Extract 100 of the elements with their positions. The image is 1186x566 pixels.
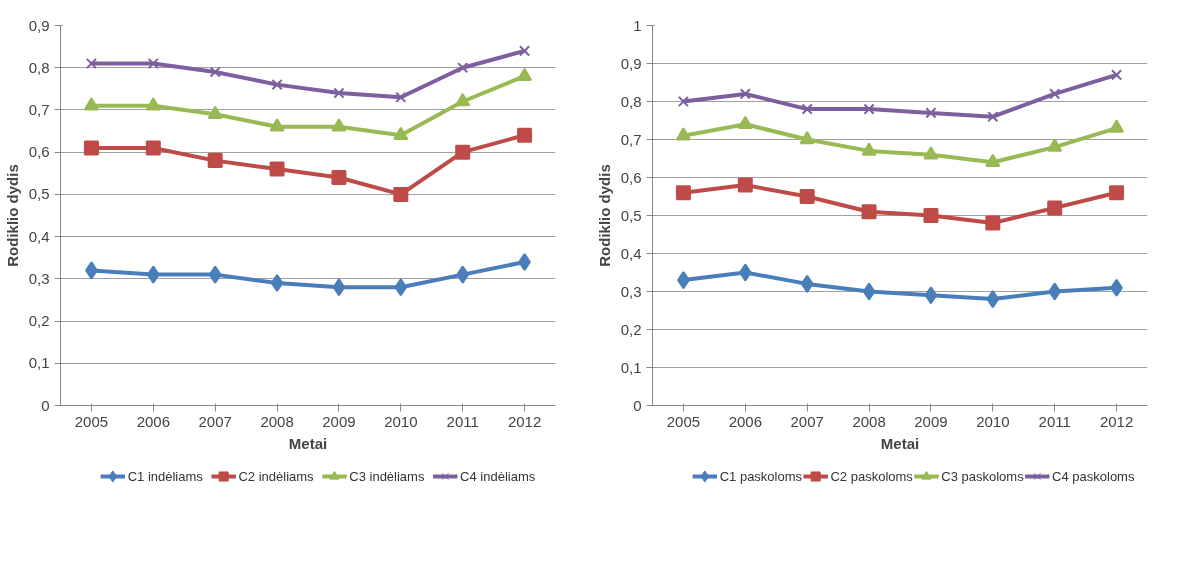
x-tick-label: 2005 bbox=[74, 412, 109, 430]
point bbox=[861, 142, 877, 156]
y-axis-title: Rodiklio dydis bbox=[3, 164, 21, 267]
legend-label: C1 indėliams bbox=[127, 469, 204, 484]
point bbox=[737, 177, 753, 193]
point bbox=[333, 87, 345, 99]
x-tick-label: 2012 bbox=[507, 412, 542, 430]
y-tick-label: 0,4 bbox=[28, 227, 50, 245]
point bbox=[332, 278, 346, 297]
point bbox=[457, 62, 469, 74]
point bbox=[395, 91, 407, 103]
point bbox=[985, 153, 1001, 168]
point bbox=[1047, 138, 1063, 152]
x-tick-label: 2011 bbox=[1038, 412, 1071, 430]
x-tick-label: 2007 bbox=[790, 412, 824, 430]
legend-label: C4 indėliams bbox=[460, 469, 536, 484]
point bbox=[455, 92, 471, 107]
point bbox=[1049, 88, 1061, 100]
point bbox=[331, 170, 347, 185]
point bbox=[677, 95, 690, 108]
point bbox=[517, 127, 533, 143]
y-tick-label: 0,9 bbox=[28, 16, 50, 34]
point bbox=[393, 186, 409, 202]
x-tick-label: 2012 bbox=[1099, 412, 1134, 430]
point bbox=[269, 118, 285, 132]
y-tick-label: 0,6 bbox=[28, 143, 50, 161]
point bbox=[456, 265, 470, 284]
y-tick-label: 0,6 bbox=[620, 168, 642, 186]
point bbox=[737, 115, 753, 130]
legend-label: C4 paskoloms bbox=[1052, 469, 1135, 484]
point bbox=[394, 278, 408, 297]
point bbox=[1047, 200, 1063, 216]
legend-label: C3 paskoloms bbox=[941, 469, 1025, 484]
y-tick-label: 0 bbox=[41, 396, 50, 414]
point bbox=[924, 286, 938, 305]
point bbox=[331, 118, 347, 132]
point bbox=[738, 263, 752, 282]
point bbox=[393, 126, 409, 141]
point bbox=[208, 265, 222, 284]
point bbox=[146, 265, 160, 284]
point bbox=[207, 153, 223, 169]
y-tick-label: 0,7 bbox=[620, 130, 642, 148]
x-tick-label: 2010 bbox=[384, 412, 418, 430]
point bbox=[85, 57, 98, 70]
point bbox=[83, 97, 99, 111]
y-tick-label: 0,1 bbox=[620, 358, 642, 376]
point bbox=[270, 274, 284, 293]
y-axis-title: Rodiklio dydis bbox=[595, 164, 613, 267]
point bbox=[799, 189, 815, 204]
x-tick-label: 2006 bbox=[136, 412, 170, 430]
x-axis-title: Metai bbox=[288, 434, 328, 452]
point bbox=[1109, 119, 1125, 133]
point bbox=[986, 290, 1000, 309]
x-tick-label: 2009 bbox=[322, 412, 356, 430]
y-tick-label: 0,3 bbox=[28, 269, 50, 287]
y-tick-label: 1 bbox=[633, 16, 642, 34]
point bbox=[801, 103, 813, 115]
x-tick-label: 2005 bbox=[666, 412, 701, 430]
y-tick-label: 0,2 bbox=[28, 312, 50, 330]
x-tick-label: 2008 bbox=[260, 412, 294, 430]
x-tick-label: 2007 bbox=[198, 412, 232, 430]
point bbox=[800, 274, 814, 293]
x-tick-label: 2009 bbox=[914, 412, 948, 430]
legend-label: C1 paskoloms bbox=[719, 469, 803, 484]
y-tick-label: 0,1 bbox=[28, 354, 50, 372]
point bbox=[269, 161, 285, 177]
x-tick-label: 2006 bbox=[728, 412, 762, 430]
y-tick-label: 0 bbox=[633, 396, 642, 414]
x-axis-title: Metai bbox=[880, 434, 920, 452]
point bbox=[1048, 282, 1062, 301]
point bbox=[675, 127, 691, 141]
point bbox=[923, 146, 939, 160]
point bbox=[145, 97, 161, 111]
point bbox=[145, 140, 161, 156]
x-tick-label: 2008 bbox=[852, 412, 886, 430]
point bbox=[147, 57, 159, 70]
point bbox=[925, 107, 937, 119]
y-tick-label: 0,5 bbox=[28, 185, 50, 203]
y-tick-label: 0,5 bbox=[620, 206, 642, 224]
point bbox=[799, 130, 815, 145]
point bbox=[985, 215, 1001, 231]
point bbox=[455, 144, 471, 160]
y-tick-label: 0,4 bbox=[620, 244, 642, 262]
y-tick-label: 0,2 bbox=[620, 320, 642, 338]
y-tick-label: 0,3 bbox=[620, 282, 642, 300]
point bbox=[1110, 69, 1123, 81]
y-tick-label: 0,8 bbox=[620, 92, 642, 110]
point bbox=[1109, 185, 1125, 201]
y-tick-label: 0,9 bbox=[620, 54, 642, 72]
point bbox=[675, 185, 691, 201]
point bbox=[209, 66, 221, 78]
point bbox=[861, 204, 877, 220]
point bbox=[923, 208, 939, 223]
point bbox=[863, 103, 875, 115]
point bbox=[518, 45, 531, 57]
legend-label: C3 indėliams bbox=[349, 469, 425, 484]
point bbox=[517, 67, 533, 81]
point bbox=[739, 88, 751, 100]
point bbox=[271, 79, 283, 91]
x-tick-label: 2010 bbox=[976, 412, 1010, 430]
